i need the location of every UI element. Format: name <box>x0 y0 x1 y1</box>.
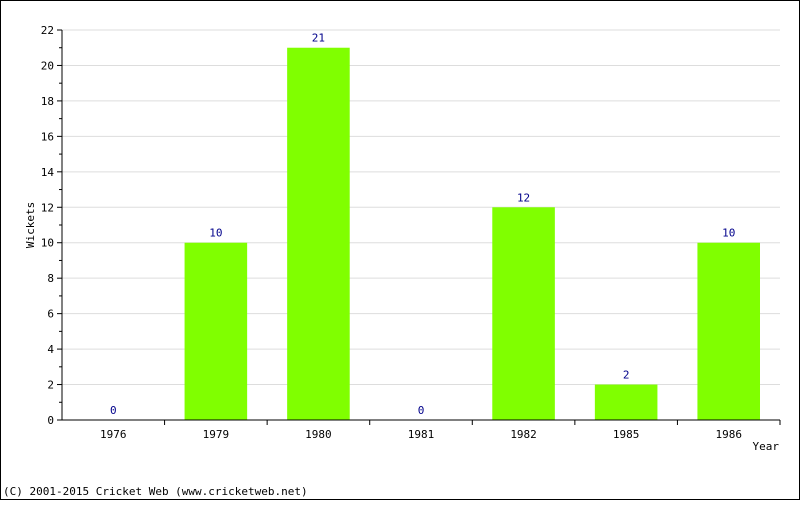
labels: 0 2 4 6 8 10 12 14 16 18 20 22 0 1976 10 1979 21 1980 0 198… <box>41 24 742 441</box>
axes <box>57 29 781 425</box>
y-tick-label: 22 <box>41 24 54 37</box>
y-tick-label: 10 <box>41 237 54 250</box>
x-axis-title: Year <box>753 440 780 453</box>
x-tick-label: 1986 <box>715 428 742 441</box>
gridlines <box>62 29 780 386</box>
bar-value-label: 21 <box>312 32 325 45</box>
bar-value-label: 10 <box>209 227 222 240</box>
y-tick-label: 18 <box>41 95 54 108</box>
y-tick-label: 8 <box>47 272 54 285</box>
bar <box>287 47 350 421</box>
bar <box>697 242 760 420</box>
bar-value-label: 10 <box>722 227 735 240</box>
y-tick-label: 4 <box>47 343 54 356</box>
x-tick-label: 1981 <box>408 428 435 441</box>
y-tick-label: 12 <box>41 201 54 214</box>
y-axis-title: Wickets <box>24 202 37 248</box>
bar-value-label: 2 <box>623 369 630 382</box>
bar <box>594 384 658 420</box>
bars <box>184 47 760 421</box>
bar-value-label: 0 <box>418 404 425 417</box>
y-tick-label: 2 <box>47 379 54 392</box>
y-tick-label: 6 <box>47 308 54 321</box>
x-tick-label: 1985 <box>613 428 640 441</box>
y-tick-label: 14 <box>41 166 55 179</box>
bar-value-label: 12 <box>517 191 530 204</box>
x-tick-label: 1979 <box>203 428 230 441</box>
y-tick-label: 0 <box>47 414 54 427</box>
y-tick-label: 20 <box>41 59 54 72</box>
bar <box>184 242 248 420</box>
x-tick-label: 1976 <box>100 428 127 441</box>
bar-value-label: 0 <box>110 404 117 417</box>
copyright-footer: (C) 2001-2015 Cricket Web (www.cricketwe… <box>3 485 308 498</box>
x-tick-label: 1982 <box>510 428 537 441</box>
y-tick-label: 16 <box>41 130 54 143</box>
bar <box>492 207 555 420</box>
x-tick-label: 1980 <box>305 428 332 441</box>
